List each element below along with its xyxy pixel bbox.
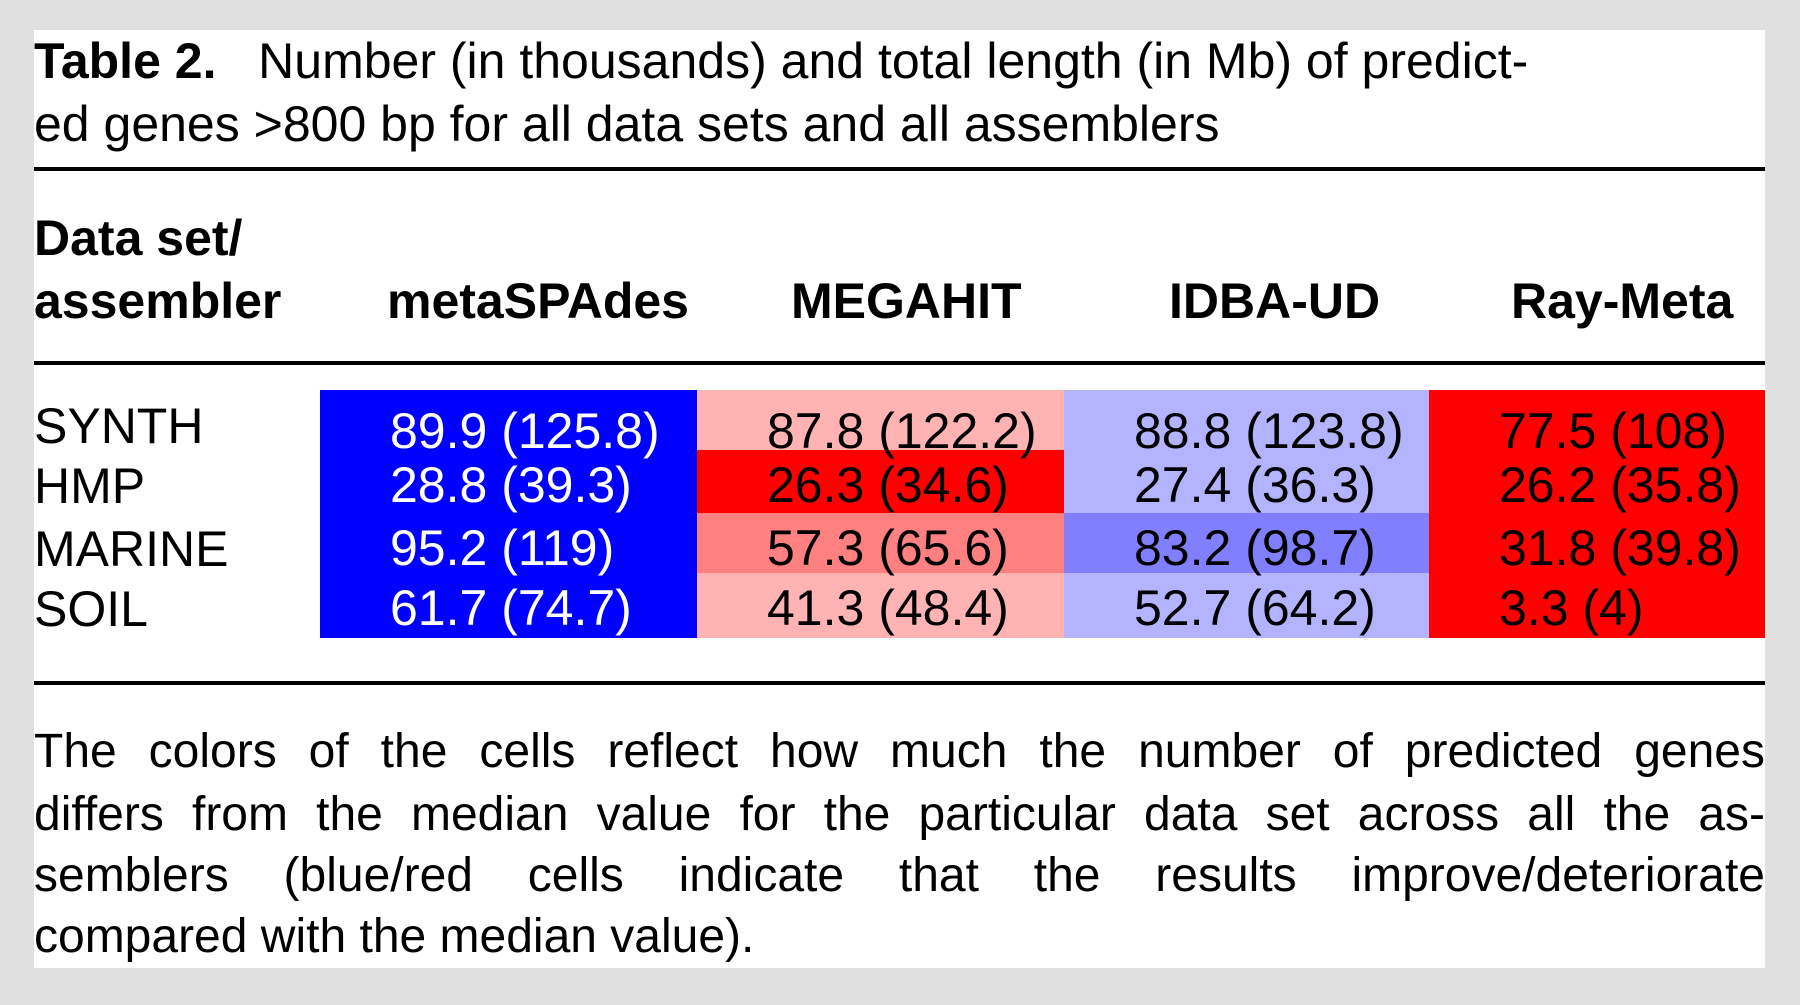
- row-header-line-2: assembler: [34, 273, 282, 329]
- table-cell: 57.3 (65.6): [697, 513, 1064, 573]
- column-header-idba-ud: IDBA-UD: [1169, 273, 1381, 329]
- table-cell: 87.8 (122.2): [697, 390, 1064, 456]
- top-rule: [34, 167, 1765, 171]
- table-title-line-2: ed genes >800 bp for all data sets and a…: [34, 96, 1220, 152]
- table-cell: 77.5 (108): [1429, 390, 1765, 456]
- caption-line-1: The colors of the cells reflect how much…: [34, 725, 1765, 778]
- header-rule: [34, 361, 1765, 365]
- row-label: MARINE: [34, 521, 229, 577]
- table-title-line-1: Table 2. Number (in thousands) and total…: [34, 30, 1528, 93]
- bottom-rule: [34, 681, 1765, 685]
- column-header-metaspades: metaSPAdes: [387, 273, 689, 329]
- table-label: Table 2.: [34, 33, 217, 89]
- table-page: Table 2. Number (in thousands) and total…: [34, 30, 1765, 968]
- column-header-ray-meta: Ray-Meta: [1511, 273, 1734, 329]
- table-cell: 31.8 (39.8): [1429, 513, 1765, 573]
- table-cell: 95.2 (119): [320, 513, 697, 573]
- caption-line-2: differs from the median value for the pa…: [34, 788, 1765, 841]
- table-cell: 83.2 (98.7): [1064, 513, 1429, 573]
- table-cell: 89.9 (125.8): [320, 390, 697, 456]
- table-cell: 26.2 (35.8): [1429, 450, 1765, 513]
- column-header-megahit: MEGAHIT: [791, 273, 1022, 329]
- table-cell: 28.8 (39.3): [320, 450, 697, 513]
- row-header-line-1: Data set/: [34, 210, 243, 266]
- caption-line-3: semblers (blue/red cells indicate that t…: [34, 849, 1765, 902]
- table-cell: 52.7 (64.2): [1064, 573, 1429, 638]
- row-label: SYNTH: [34, 398, 204, 454]
- title-text-1: Number (in thousands) and total length (…: [258, 33, 1529, 89]
- table-cell: 61.7 (74.7): [320, 573, 697, 638]
- table-cell: 3.3 (4): [1429, 573, 1765, 638]
- table-cell: 26.3 (34.6): [697, 450, 1064, 513]
- row-label: HMP: [34, 458, 146, 514]
- row-label: SOIL: [34, 581, 148, 637]
- table-cell: 88.8 (123.8): [1064, 390, 1429, 456]
- table-cell: 27.4 (36.3): [1064, 450, 1429, 513]
- caption-line-4: compared with the median value).: [34, 910, 755, 963]
- table-cell: 41.3 (48.4): [697, 573, 1064, 638]
